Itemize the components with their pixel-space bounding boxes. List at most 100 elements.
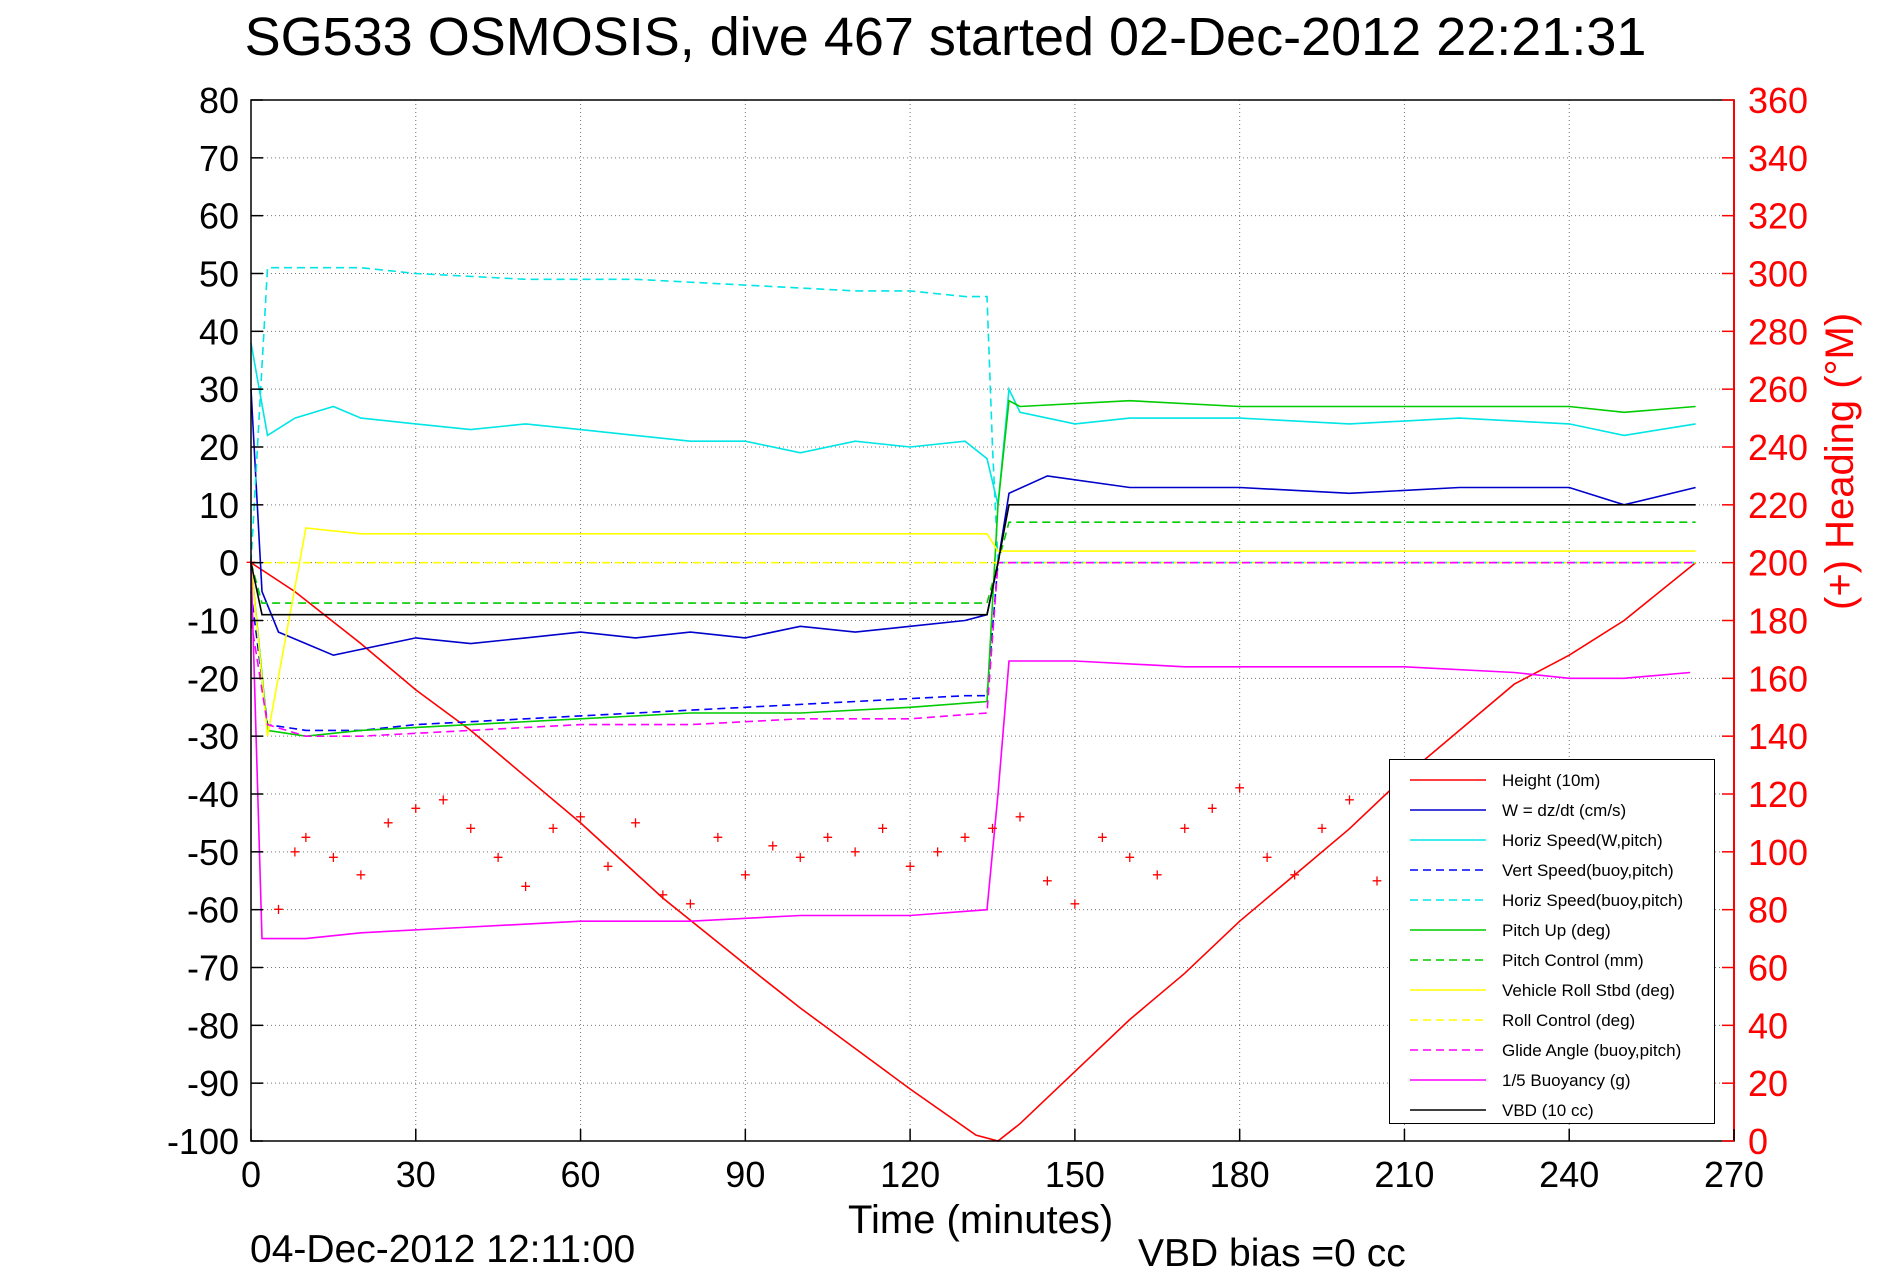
series-line-5 bbox=[250, 399, 1696, 738]
heading-marker: + bbox=[822, 827, 833, 847]
chart-legend: Height (10m) W = dz/dt (cm/s) Horiz Speed(… bbox=[1389, 759, 1715, 1124]
heading-marker: + bbox=[493, 848, 504, 868]
heading-marker: + bbox=[328, 848, 339, 868]
y-tick-label: 0 bbox=[219, 543, 239, 584]
legend-label: Horiz Speed(buoy,pitch) bbox=[1502, 891, 1684, 910]
y-tick-label: -10 bbox=[187, 601, 239, 642]
legend-swatch bbox=[1410, 959, 1486, 961]
y-tick-label: 60 bbox=[199, 196, 239, 237]
y-tick-label: -70 bbox=[187, 948, 239, 989]
series-line-1 bbox=[250, 389, 1696, 657]
legend-swatch bbox=[1410, 899, 1486, 901]
legend-label: W = dz/dt (cm/s) bbox=[1502, 801, 1627, 820]
x-tick-label: 90 bbox=[725, 1154, 765, 1195]
legend-item: VBD (10 cc) bbox=[1390, 1096, 1716, 1126]
heading-marker: + bbox=[1097, 827, 1108, 847]
heading-marker: + bbox=[658, 885, 669, 905]
y2-tick-label: 160 bbox=[1748, 658, 1808, 699]
x-tick-label: 30 bbox=[396, 1154, 436, 1195]
series-line-3 bbox=[250, 561, 1696, 732]
y-tick-label: -30 bbox=[187, 716, 239, 757]
y2-tick-label: 300 bbox=[1748, 254, 1808, 295]
heading-marker: + bbox=[1289, 865, 1300, 885]
heading-marker: + bbox=[1125, 848, 1136, 868]
heading-marker: + bbox=[768, 836, 779, 856]
y-tick-label: 40 bbox=[199, 311, 239, 352]
legend-swatch bbox=[1410, 839, 1486, 841]
y-tick-label: 80 bbox=[199, 80, 239, 121]
legend-label: Roll Control (deg) bbox=[1502, 1011, 1636, 1030]
heading-marker: + bbox=[987, 819, 998, 839]
heading-marker: + bbox=[1152, 865, 1163, 885]
y2-tick-label: 260 bbox=[1748, 369, 1808, 410]
y2-tick-label: 240 bbox=[1748, 427, 1808, 468]
heading-marker: + bbox=[960, 827, 971, 847]
heading-marker: + bbox=[1015, 807, 1026, 827]
legend-label: Vehicle Roll Stbd (deg) bbox=[1502, 981, 1675, 1000]
heading-marker: + bbox=[301, 827, 312, 847]
y2-tick-label: 80 bbox=[1748, 890, 1788, 931]
y2-tick-label: 40 bbox=[1748, 1005, 1788, 1046]
heading-marker: + bbox=[713, 827, 724, 847]
footer-timestamp: 04-Dec-2012 12:11:00 bbox=[250, 1228, 636, 1271]
heading-marker: + bbox=[877, 819, 888, 839]
y-tick-label: -40 bbox=[187, 774, 239, 815]
heading-marker: + bbox=[1317, 819, 1328, 839]
legend-swatch bbox=[1410, 1049, 1486, 1051]
legend-item: Height (10m) bbox=[1390, 766, 1716, 796]
heading-marker: + bbox=[795, 848, 806, 868]
y-tick-label: 50 bbox=[199, 254, 239, 295]
legend-swatch bbox=[1410, 1079, 1486, 1081]
series-line-7 bbox=[250, 527, 1696, 737]
legend-label: Vert Speed(buoy,pitch) bbox=[1502, 861, 1674, 880]
heading-marker: + bbox=[630, 813, 641, 833]
footer-vbd-bias: VBD bias =0 cc bbox=[1138, 1232, 1406, 1275]
heading-marker: + bbox=[1042, 871, 1053, 891]
heading-marker: + bbox=[290, 842, 301, 862]
heading-marker: + bbox=[575, 807, 586, 827]
heading-marker: + bbox=[740, 865, 751, 885]
heading-marker: + bbox=[548, 819, 559, 839]
chart-title: SG533 OSMOSIS, dive 467 started 02-Dec-2… bbox=[244, 7, 1647, 67]
x-tick-label: 60 bbox=[561, 1154, 601, 1195]
y2-tick-label: 340 bbox=[1748, 138, 1808, 179]
legend-label: Horiz Speed(W,pitch) bbox=[1502, 831, 1663, 850]
heading-marker: + bbox=[411, 798, 422, 818]
legend-label: 1/5 Buoyancy (g) bbox=[1502, 1071, 1631, 1090]
x-tick-label: 240 bbox=[1539, 1154, 1599, 1195]
heading-marker: + bbox=[520, 877, 531, 897]
y2-tick-label: 140 bbox=[1748, 716, 1808, 757]
legend-swatch bbox=[1410, 779, 1486, 781]
y2-axis-label: (+) Heading (°M) bbox=[1818, 312, 1862, 610]
legend-item: Vehicle Roll Stbd (deg) bbox=[1390, 976, 1716, 1006]
heading-marker: + bbox=[932, 842, 943, 862]
x-tick-label: 210 bbox=[1374, 1154, 1434, 1195]
y-tick-label: 30 bbox=[199, 369, 239, 410]
heading-marker: + bbox=[1070, 894, 1081, 914]
y-tick-label: -100 bbox=[167, 1121, 239, 1162]
y-tick-label: 10 bbox=[199, 485, 239, 526]
legend-swatch bbox=[1410, 989, 1486, 991]
y-tick-label: -20 bbox=[187, 658, 239, 699]
legend-swatch bbox=[1410, 929, 1486, 931]
heading-marker: + bbox=[850, 842, 861, 862]
series-heading-markers: + + + + + + + + + + + + + + + + + + + + + + + + + + + + + + + + + + + + + + + +… bbox=[246, 553, 1465, 920]
y2-tick-label: 100 bbox=[1748, 832, 1808, 873]
legend-item: Glide Angle (buoy,pitch) bbox=[1390, 1036, 1716, 1066]
y-tick-label: 20 bbox=[199, 427, 239, 468]
heading-marker: + bbox=[1234, 778, 1245, 798]
heading-marker: + bbox=[383, 813, 394, 833]
x-tick-label: 270 bbox=[1704, 1154, 1764, 1195]
y2-tick-label: 220 bbox=[1748, 485, 1808, 526]
heading-marker: + bbox=[1207, 798, 1218, 818]
legend-swatch bbox=[1410, 869, 1486, 871]
legend-label: Pitch Up (deg) bbox=[1502, 921, 1611, 940]
legend-label: Height (10m) bbox=[1502, 771, 1601, 790]
legend-item: Horiz Speed(W,pitch) bbox=[1390, 826, 1716, 856]
x-tick-label: 120 bbox=[880, 1154, 940, 1195]
series-line-2 bbox=[250, 342, 1696, 505]
legend-item: Roll Control (deg) bbox=[1390, 1006, 1716, 1036]
y2-tick-label: 360 bbox=[1748, 80, 1808, 121]
legend-label: VBD (10 cc) bbox=[1502, 1101, 1594, 1120]
legend-item: Pitch Control (mm) bbox=[1390, 946, 1716, 976]
